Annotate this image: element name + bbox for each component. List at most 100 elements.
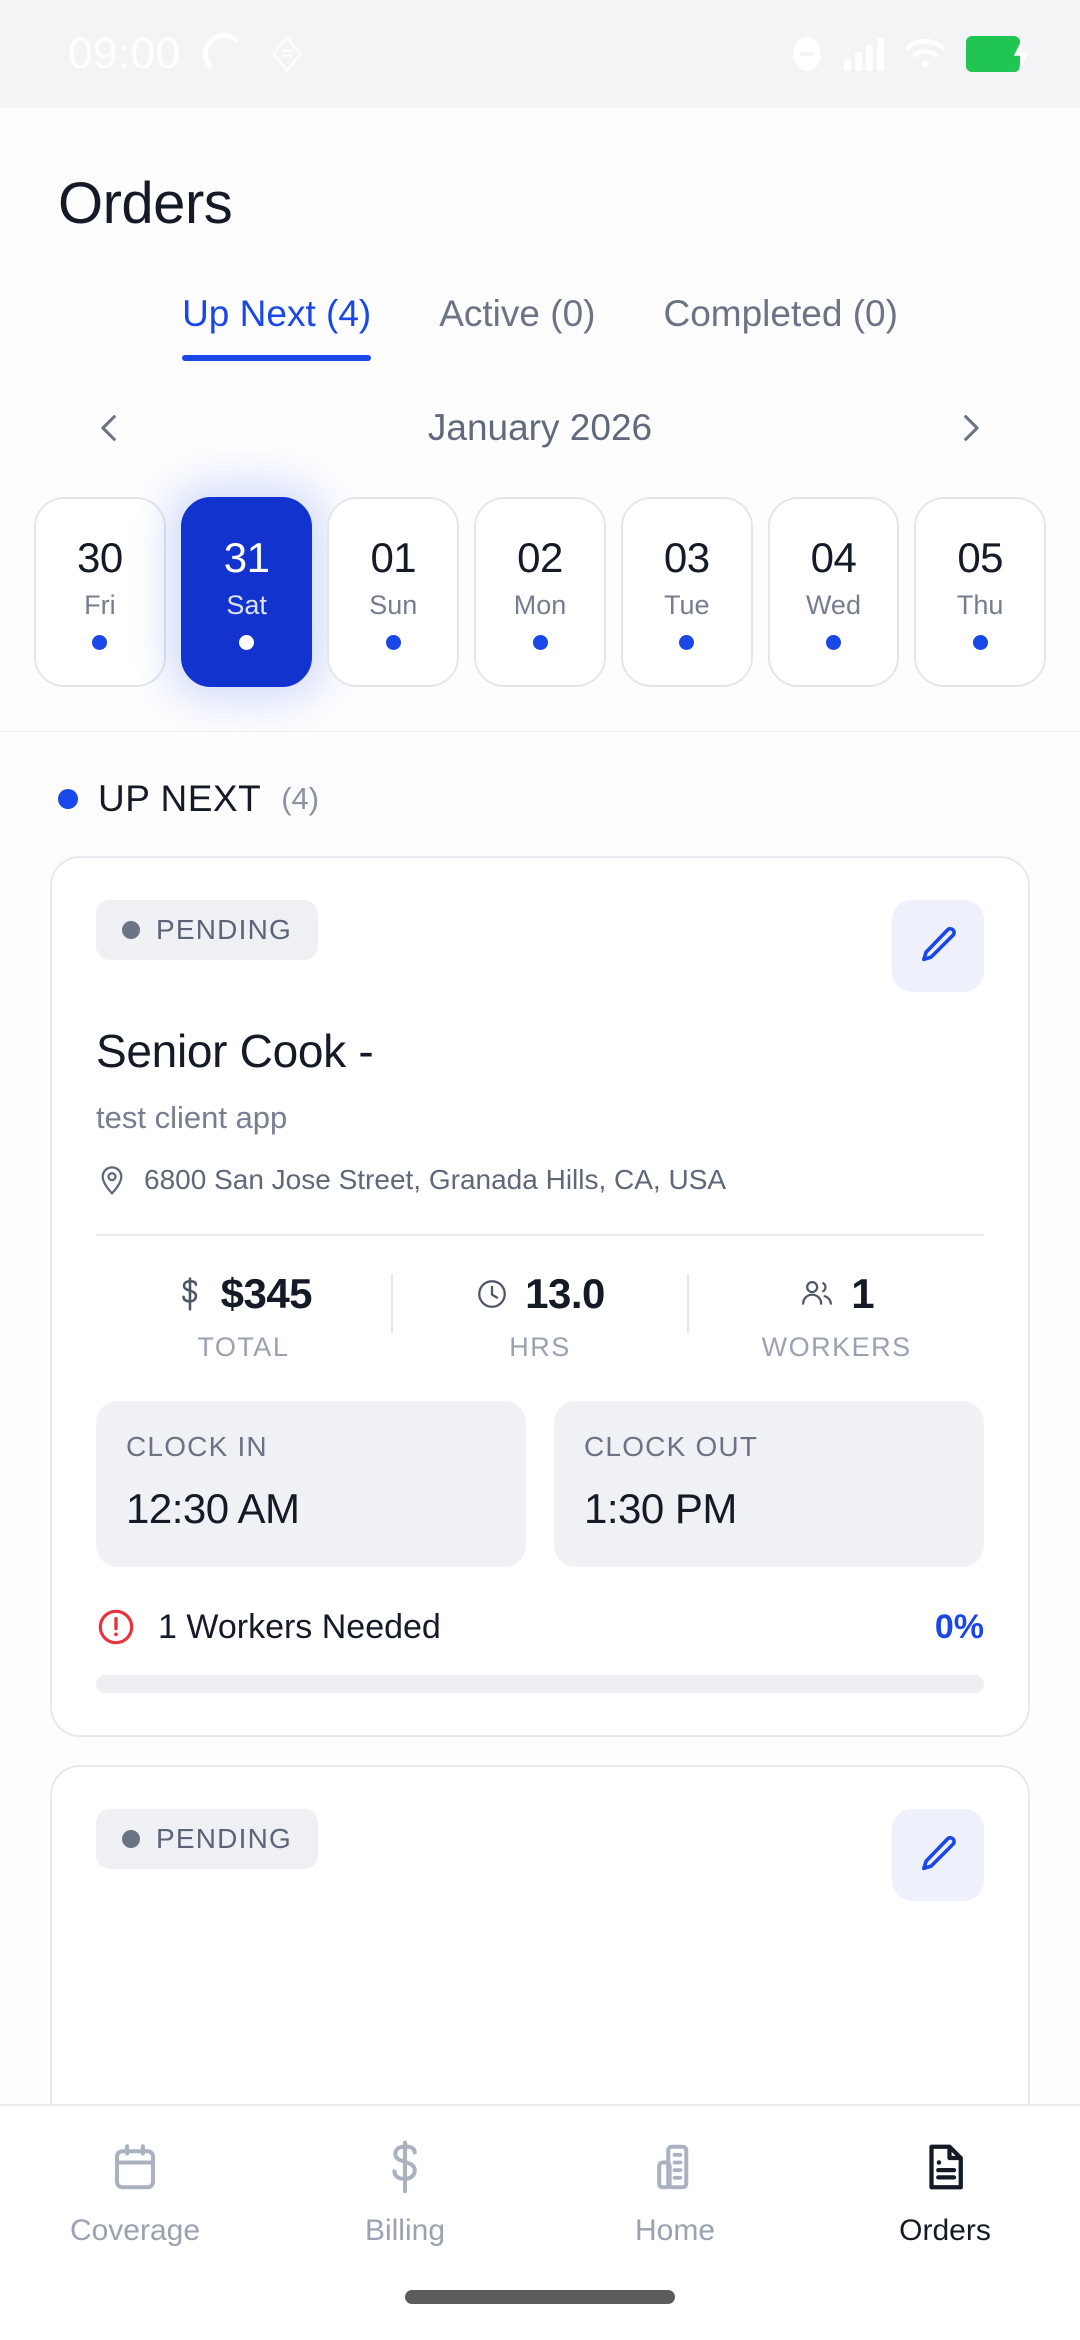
dollar-icon: [181, 1277, 197, 1311]
nav-label-orders: Orders: [899, 2214, 991, 2247]
order-address: 6800 San Jose Street, Granada Hills, CA,…: [96, 1164, 984, 1196]
stat-divider: [390, 1274, 393, 1333]
home-indicator[interactable]: [405, 2290, 675, 2304]
clock-icon: [478, 1280, 507, 1308]
section-dot-icon: [58, 789, 78, 809]
edit-order-button[interactable]: [892, 900, 984, 992]
nav-label-home: Home: [634, 2214, 716, 2247]
status-bar-clock: 09:00: [68, 29, 181, 78]
status-badge-label: PENDING: [156, 914, 292, 945]
clock-out-box[interactable]: CLOCK OUT 1:30 PM: [554, 1401, 984, 1567]
order-client-placeholder: [96, 2009, 984, 2045]
stat-workers: 1 WORKERS: [689, 1270, 984, 1363]
tab-active[interactable]: Active (0): [439, 293, 596, 334]
building-icon: [657, 2144, 689, 2190]
section-label: UP NEXT: [98, 778, 262, 819]
nav-item-orders[interactable]: Orders: [810, 2140, 1080, 2248]
section-count: (4): [281, 781, 320, 816]
document-icon: [929, 2144, 963, 2190]
stat-total: $345 TOTAL: [96, 1270, 391, 1363]
tab-completed[interactable]: Completed (0): [663, 293, 898, 334]
calendar-strip: January 2026 30 Fri 31 Sat 01 Sun 0: [0, 361, 1080, 732]
nav-item-billing[interactable]: Billing: [270, 2140, 540, 2248]
stat-hours-caption: HRS: [509, 1332, 571, 1362]
stat-hours: 13.0 HRS: [393, 1270, 688, 1363]
orders-scroll-area[interactable]: UP NEXT (4) PENDING Senior Cook - test c…: [0, 732, 1080, 2340]
date-event-dot: [92, 635, 108, 650]
status-bar-left: 09:00: [68, 29, 307, 79]
order-stats: $345 TOTAL 13.0 HRS: [96, 1270, 984, 1363]
charging-bolt-icon: [1013, 37, 1029, 71]
date-cell-02[interactable]: 02 Mon: [474, 497, 606, 687]
date-number: 02: [517, 534, 563, 581]
dollar-icon: [392, 2140, 417, 2194]
wifi-icon: [905, 39, 945, 68]
date-number: 04: [810, 534, 857, 581]
date-cell-03[interactable]: 03 Tue: [620, 497, 753, 687]
order-title: Senior Cook -: [96, 1025, 374, 1077]
order-client: test client app: [96, 1100, 288, 1135]
date-weekday: Fri: [84, 590, 116, 620]
page-title: Orders: [58, 171, 233, 236]
date-weekday: Tue: [663, 590, 710, 620]
stat-hours-value: 13.0: [525, 1270, 605, 1317]
clock-times: CLOCK IN 12:30 AM CLOCK OUT 1:30 PM: [96, 1401, 984, 1567]
date-number: 03: [663, 534, 710, 581]
nav-item-coverage[interactable]: Coverage: [0, 2140, 270, 2248]
diamond-icon: [271, 35, 302, 73]
location-pin-icon: [101, 1166, 123, 1195]
date-number: 31: [223, 534, 270, 581]
date-number: 05: [957, 534, 1004, 581]
fill-percentage: 0%: [934, 1607, 984, 1646]
tab-up-next[interactable]: Up Next (4): [148, 293, 405, 361]
edit-order-button[interactable]: [892, 1809, 984, 1901]
nav-label-coverage: Coverage: [69, 2214, 201, 2247]
status-badge: PENDING: [96, 900, 318, 960]
chevron-right-icon[interactable]: [950, 408, 990, 448]
date-cell-05[interactable]: 05 Thu: [914, 497, 1047, 687]
alert-circle-icon: [98, 1609, 134, 1645]
fill-progress-bar: [96, 1675, 984, 1693]
order-title-placeholder: [96, 1933, 984, 1987]
order-address-placeholder: [96, 2073, 984, 2105]
nav-label-billing: Billing: [364, 2214, 446, 2247]
order-card[interactable]: PENDING Senior Cook - test client app 68…: [50, 856, 1030, 1737]
stat-divider: [687, 1274, 690, 1333]
date-weekday: Thu: [956, 590, 1004, 620]
clock-in-box[interactable]: CLOCK IN 12:30 AM: [96, 1401, 526, 1567]
status-dot-icon: [122, 1830, 140, 1848]
clock-out-value: 1:30 PM: [584, 1485, 737, 1532]
order-tabs: Up Next (4) Active (0) Completed (0): [0, 237, 1080, 361]
date-event-dot: [239, 635, 255, 650]
clock-in-value: 12:30 AM: [126, 1485, 300, 1532]
date-number: 01: [370, 534, 417, 581]
month-navigator: January 2026: [0, 407, 1080, 449]
clock-in-label: CLOCK IN: [126, 1431, 268, 1462]
status-bar-right: [790, 33, 1034, 75]
month-label: January 2026: [427, 407, 653, 448]
date-cell-30[interactable]: 30 Fri: [34, 497, 166, 687]
date-cell-31-selected[interactable]: 31 Sat: [180, 497, 313, 687]
order-address-text: 6800 San Jose Street, Granada Hills, CA,…: [144, 1164, 727, 1195]
people-icon: [802, 1280, 833, 1305]
date-cell-04[interactable]: 04 Wed: [767, 497, 900, 687]
date-list: 30 Fri 31 Sat 01 Sun 02 Mon 03 Tue: [0, 449, 1080, 731]
stat-workers-value: 1: [851, 1270, 875, 1317]
battery-charging-icon: [966, 36, 1034, 72]
workers-needed-row: 1 Workers Needed 0%: [96, 1607, 984, 1647]
pencil-icon: [921, 926, 956, 962]
chevron-left-icon[interactable]: [90, 408, 130, 448]
status-badge: PENDING: [96, 1809, 318, 1869]
date-cell-01[interactable]: 01 Sun: [327, 497, 460, 687]
date-weekday: Mon: [513, 590, 567, 620]
battery-level: [966, 36, 1020, 72]
stat-total-value: $345: [220, 1270, 313, 1317]
date-event-dot: [972, 635, 988, 650]
status-badge-label: PENDING: [156, 1823, 292, 1854]
date-event-dot: [532, 635, 548, 650]
date-weekday: Sun: [369, 590, 418, 620]
nav-item-home[interactable]: Home: [540, 2140, 810, 2248]
date-weekday: Wed: [805, 590, 861, 620]
clock-out-label: CLOCK OUT: [584, 1431, 759, 1462]
